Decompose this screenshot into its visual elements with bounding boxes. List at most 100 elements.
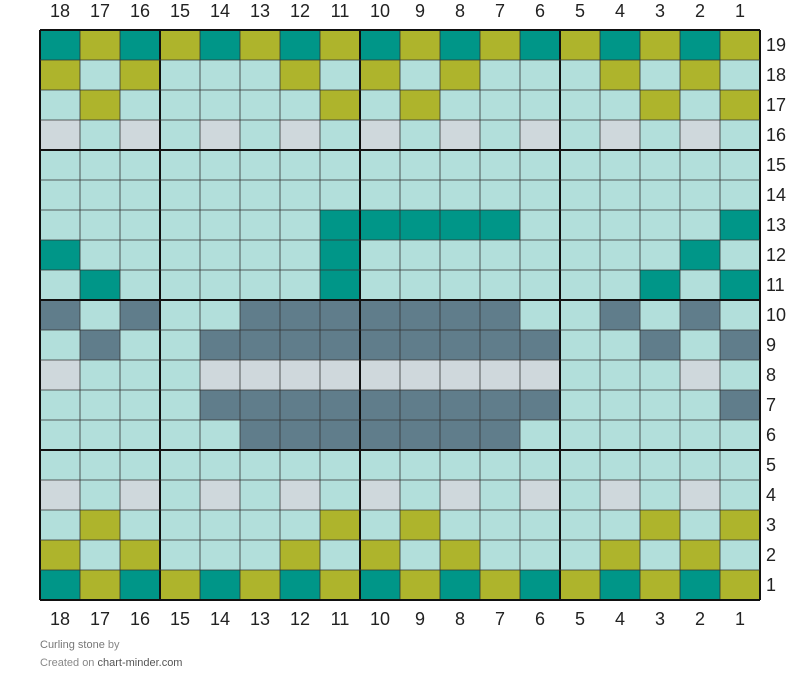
- chart-cell: [120, 540, 160, 570]
- chart-cell: [480, 180, 520, 210]
- chart-cell: [40, 240, 80, 270]
- chart-cell: [520, 390, 560, 420]
- chart-cell: [600, 150, 640, 180]
- row-label: 4: [766, 485, 776, 505]
- chart-cell: [520, 480, 560, 510]
- chart-cell: [40, 180, 80, 210]
- chart-cell: [80, 90, 120, 120]
- chart-cell: [640, 150, 680, 180]
- column-label: 1: [735, 1, 745, 21]
- chart-cell: [640, 60, 680, 90]
- chart-cell: [680, 360, 720, 390]
- column-label: 13: [250, 609, 270, 629]
- chart-cell: [280, 360, 320, 390]
- chart-cell: [240, 360, 280, 390]
- column-label: 6: [535, 609, 545, 629]
- chart-cell: [80, 270, 120, 300]
- chart-cell: [600, 270, 640, 300]
- chart-cell: [720, 300, 760, 330]
- chart-cell: [240, 570, 280, 600]
- column-label: 14: [210, 609, 230, 629]
- chart-cell: [520, 240, 560, 270]
- created-on-text: Created on: [40, 657, 95, 669]
- chart-cell: [400, 60, 440, 90]
- chart-cell: [280, 300, 320, 330]
- row-label: 17: [766, 95, 786, 115]
- chart-cell: [440, 540, 480, 570]
- chart-cell: [560, 300, 600, 330]
- chart-cell: [320, 540, 360, 570]
- chart-cell: [400, 540, 440, 570]
- chart-cell: [400, 270, 440, 300]
- chart-cell: [160, 420, 200, 450]
- chart-cell: [40, 150, 80, 180]
- chart-cell: [400, 390, 440, 420]
- chart-cell: [520, 180, 560, 210]
- chart-cell: [360, 30, 400, 60]
- chart-cell: [560, 90, 600, 120]
- chart-cell: [600, 450, 640, 480]
- chart-cell: [80, 120, 120, 150]
- row-label: 18: [766, 65, 786, 85]
- chart-cell: [560, 210, 600, 240]
- chart-cell: [360, 270, 400, 300]
- chart-cell: [560, 570, 600, 600]
- chart-cell: [520, 60, 560, 90]
- chart-cell: [280, 180, 320, 210]
- chart-cell: [360, 60, 400, 90]
- chart-cell: [320, 450, 360, 480]
- chart-cell: [520, 300, 560, 330]
- column-label: 8: [455, 609, 465, 629]
- chart-cell: [280, 330, 320, 360]
- chart-cell: [320, 270, 360, 300]
- chart-cell: [200, 270, 240, 300]
- chart-cell: [280, 150, 320, 180]
- column-labels-bottom: 18 17 16 15 14 13 12 11 10 9 8 7 6 5 4 3 2 1: [50, 609, 745, 629]
- chart-cell: [400, 510, 440, 540]
- chart-cell: [280, 390, 320, 420]
- chart-cell: [440, 300, 480, 330]
- chart-cell: [280, 30, 320, 60]
- chart-cell: [440, 390, 480, 420]
- chart-cell: [560, 330, 600, 360]
- chart-cell: [240, 540, 280, 570]
- chart-cell: [720, 270, 760, 300]
- chart-cell: [320, 240, 360, 270]
- chart-cell: [240, 210, 280, 240]
- chart-cell: [160, 450, 200, 480]
- chart-cell: [680, 330, 720, 360]
- chart-cell: [640, 330, 680, 360]
- chart-cell: [480, 90, 520, 120]
- row-label: 13: [766, 215, 786, 235]
- chart-cell: [520, 570, 560, 600]
- column-labels-top: 18 17 16 15 14 13 12 11 10 9 8 7 6 5 4 3 2 1: [50, 1, 745, 21]
- chart-by: by: [107, 639, 120, 651]
- site-link[interactable]: chart-minder.com: [97, 657, 183, 669]
- column-label: 5: [575, 609, 585, 629]
- chart-cell: [680, 60, 720, 90]
- chart-cell: [520, 360, 560, 390]
- chart-cell: [320, 30, 360, 60]
- chart-cell: [160, 90, 200, 120]
- chart-cell: [120, 270, 160, 300]
- chart-cell: [480, 270, 520, 300]
- chart-cell: [600, 540, 640, 570]
- chart-cell: [320, 570, 360, 600]
- chart-cell: [400, 210, 440, 240]
- chart-cell: [320, 300, 360, 330]
- chart-cell: [40, 390, 80, 420]
- chart-cell: [200, 360, 240, 390]
- row-label: 1: [766, 575, 776, 595]
- chart-cell: [640, 510, 680, 540]
- chart-cell: [600, 90, 640, 120]
- chart-cell: [320, 330, 360, 360]
- chart-cell: [200, 480, 240, 510]
- chart-cell: [240, 90, 280, 120]
- row-label: 9: [766, 335, 776, 355]
- chart-cell: [400, 330, 440, 360]
- chart-cell: [440, 120, 480, 150]
- chart-cell: [600, 480, 640, 510]
- chart-cell: [600, 210, 640, 240]
- chart-cell: [240, 60, 280, 90]
- chart-title: Curling stone: [40, 639, 105, 651]
